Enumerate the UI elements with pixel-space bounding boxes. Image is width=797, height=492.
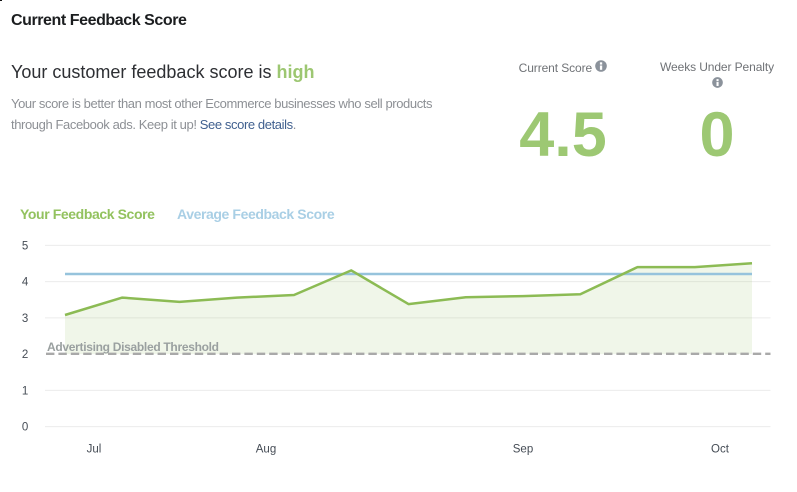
svg-text:0: 0 xyxy=(22,422,28,434)
svg-text:Jul: Jul xyxy=(87,444,102,456)
svg-text:1: 1 xyxy=(22,385,28,397)
svg-text:2: 2 xyxy=(22,349,28,361)
svg-text:4: 4 xyxy=(22,277,29,289)
svg-text:Aug: Aug xyxy=(256,444,276,456)
svg-text:Sep: Sep xyxy=(513,444,533,456)
svg-text:5: 5 xyxy=(22,240,28,252)
svg-text:3: 3 xyxy=(22,313,28,325)
svg-text:Oct: Oct xyxy=(711,444,730,456)
